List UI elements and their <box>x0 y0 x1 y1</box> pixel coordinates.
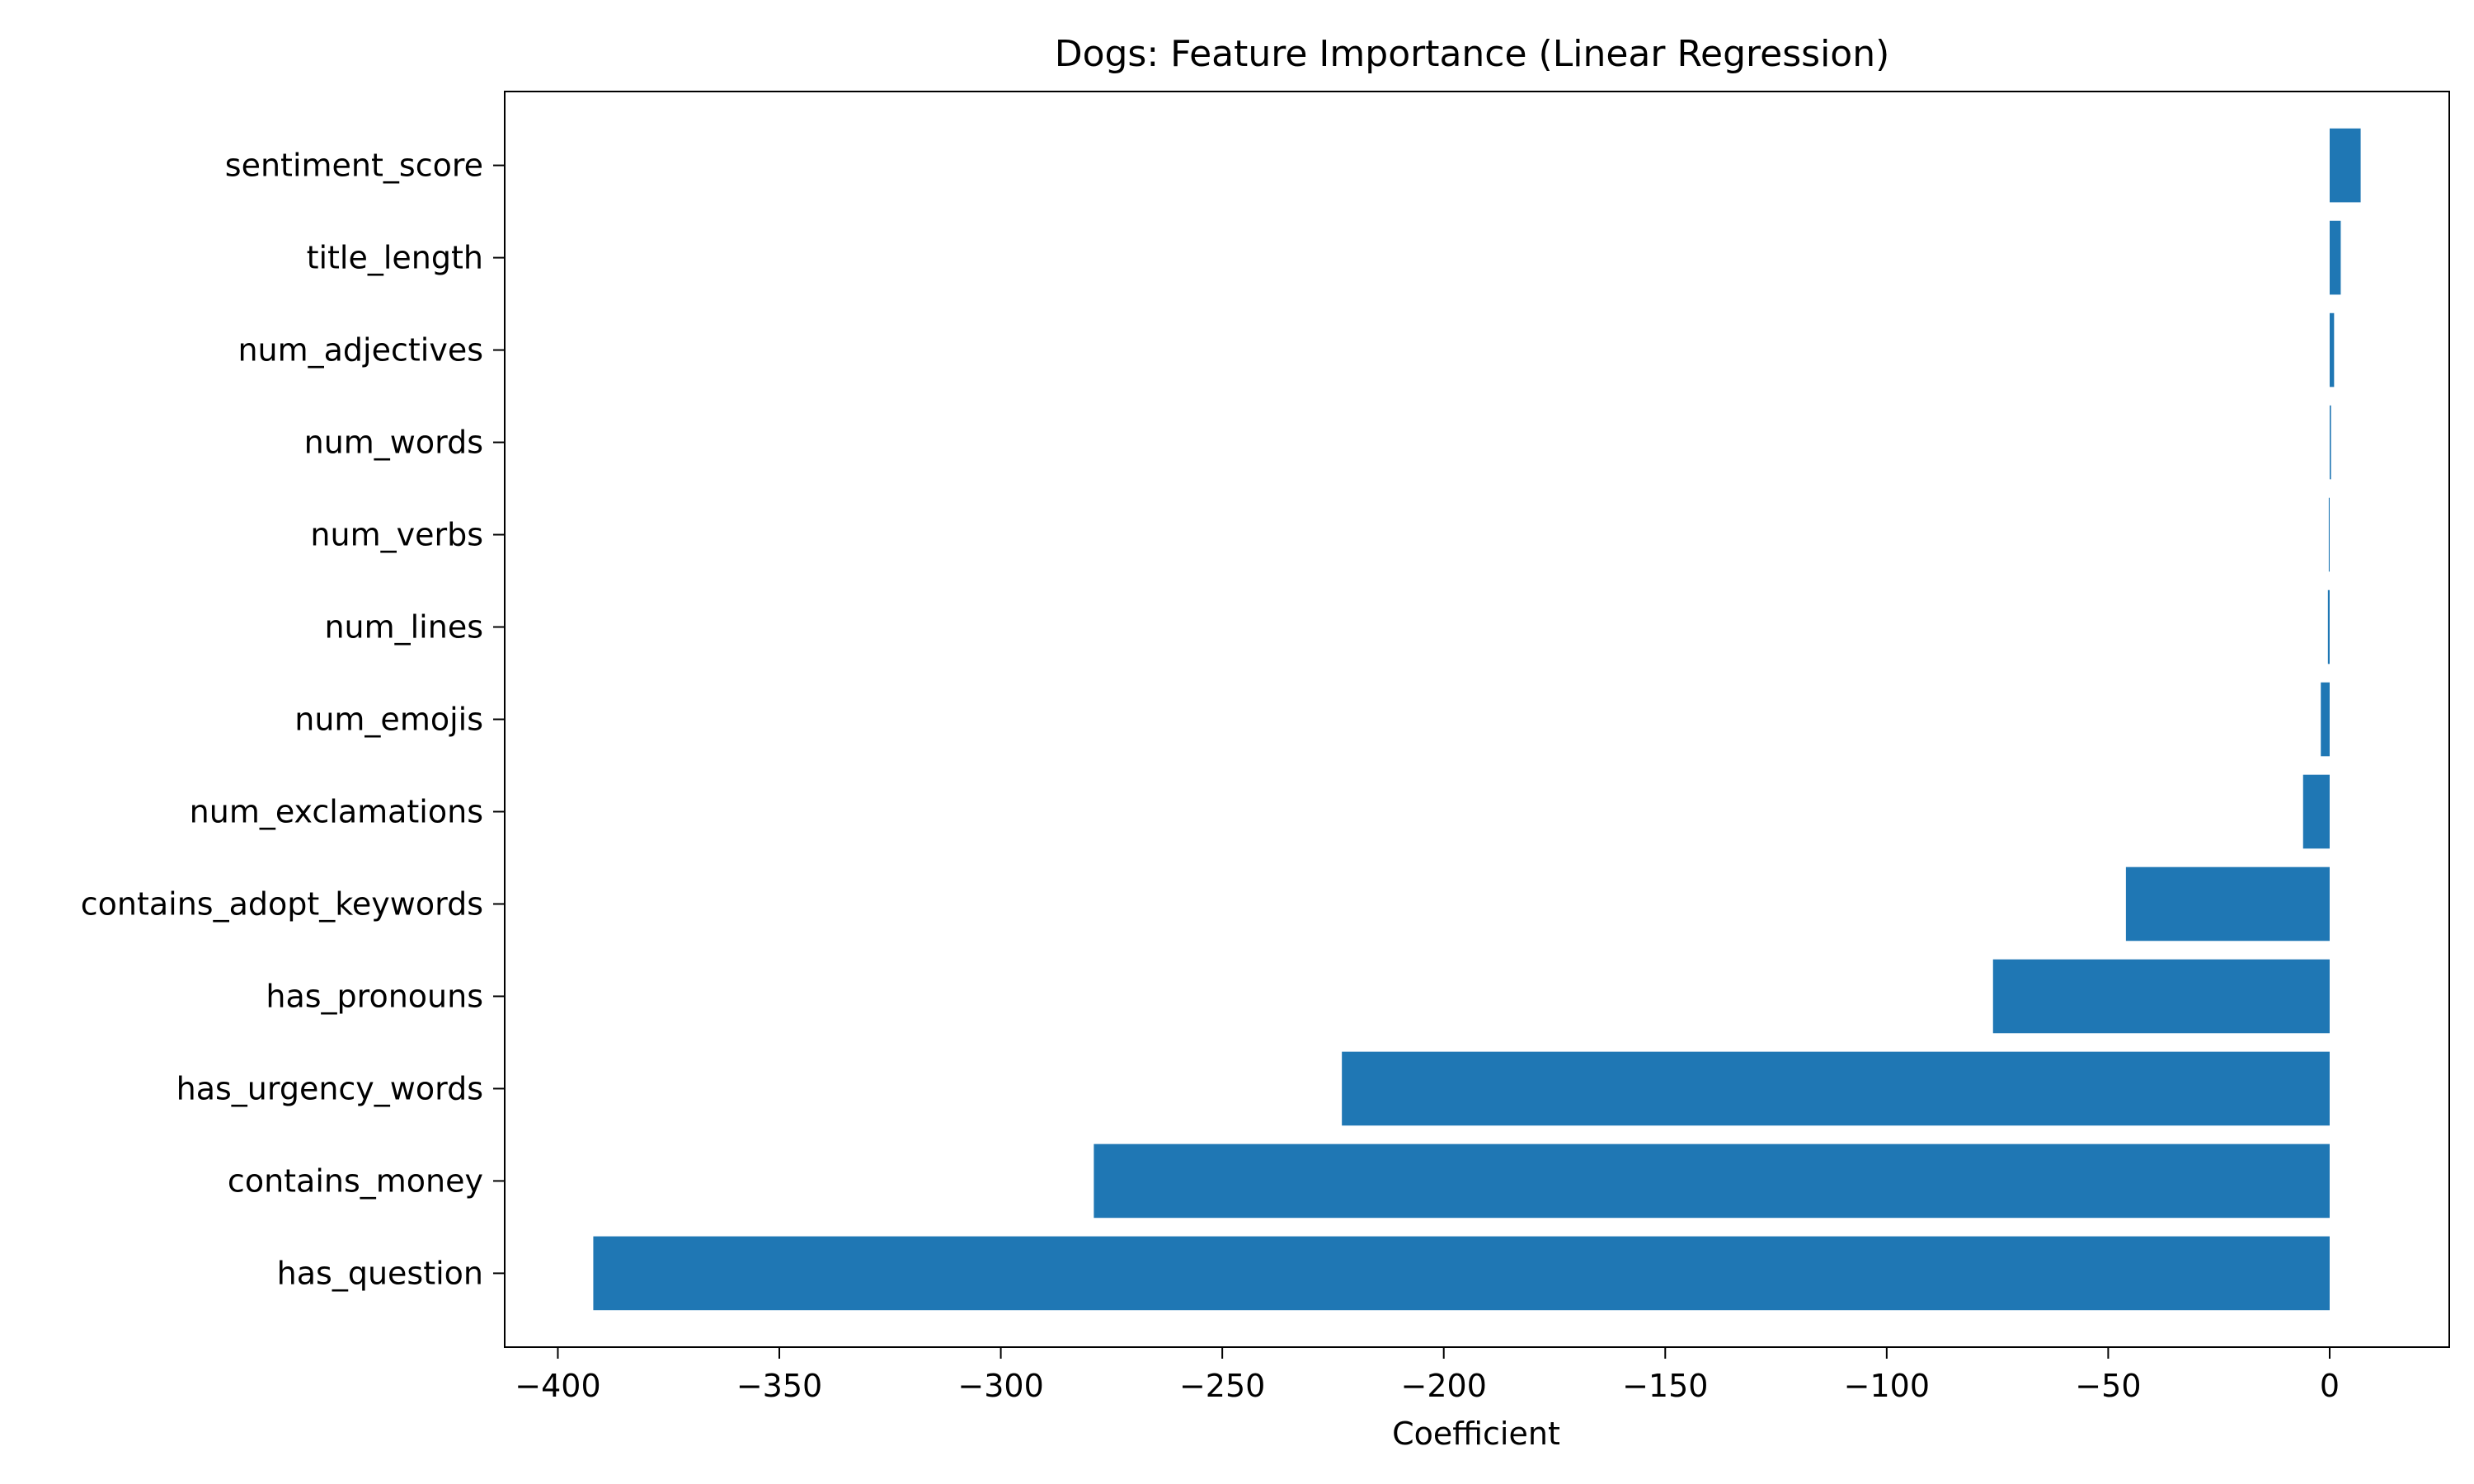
y-tick-label: num_words <box>304 425 483 461</box>
bar-num_adjectives <box>2329 312 2335 387</box>
y-tick-label: sentiment_score <box>225 148 483 184</box>
bar-contains_money <box>1094 1144 2330 1219</box>
y-tick-label: num_adjectives <box>238 332 483 369</box>
bar-num_words <box>2329 405 2331 480</box>
bar-num_verbs <box>2328 497 2330 572</box>
bar-has_pronouns <box>1992 959 2330 1034</box>
x-tick-label: −300 <box>957 1368 1043 1404</box>
bar-num_emojis <box>2321 682 2330 757</box>
y-tick-label: num_emojis <box>294 702 483 738</box>
x-tick-label: −50 <box>2075 1368 2141 1404</box>
bars-group <box>593 128 2361 1311</box>
bar-sentiment_score <box>2329 128 2361 203</box>
x-tick-label: −400 <box>515 1368 600 1404</box>
bar-has_urgency_words <box>1342 1051 2330 1126</box>
y-axis: sentiment_score title_length num_adjective… <box>81 148 505 1291</box>
x-tick-label: −200 <box>1401 1368 1487 1404</box>
bar-num_lines <box>2327 589 2330 665</box>
y-tick-label: contains_adopt_keywords <box>81 885 483 922</box>
x-tick-label: 0 <box>2320 1368 2340 1404</box>
bar-has_question <box>593 1236 2330 1311</box>
bar-contains_adopt_keywords <box>2125 866 2330 942</box>
y-tick-label: title_length <box>307 240 483 276</box>
y-tick-label: contains_money <box>228 1162 483 1199</box>
x-tick-label: −100 <box>1844 1368 1930 1404</box>
y-tick-label: num_lines <box>324 609 483 646</box>
x-tick-label: −250 <box>1179 1368 1265 1404</box>
bar-num_exclamations <box>2302 774 2330 849</box>
bar-title_length <box>2329 220 2341 295</box>
x-tick-label: −150 <box>1622 1368 1708 1404</box>
x-tick-label: −350 <box>736 1368 822 1404</box>
y-tick-label: has_pronouns <box>266 978 483 1014</box>
x-axis-label: Coefficient <box>1392 1416 1560 1452</box>
y-tick-label: has_urgency_words <box>176 1070 483 1106</box>
y-tick-label: has_question <box>277 1255 483 1291</box>
y-tick-label: num_exclamations <box>190 793 483 829</box>
x-axis: −400 −350 −300 −250 −200 −150 −100 −50 0 <box>515 1347 2340 1404</box>
y-tick-label: num_verbs <box>310 517 483 553</box>
chart-title: Dogs: Feature Importance (Linear Regress… <box>1055 33 1890 75</box>
